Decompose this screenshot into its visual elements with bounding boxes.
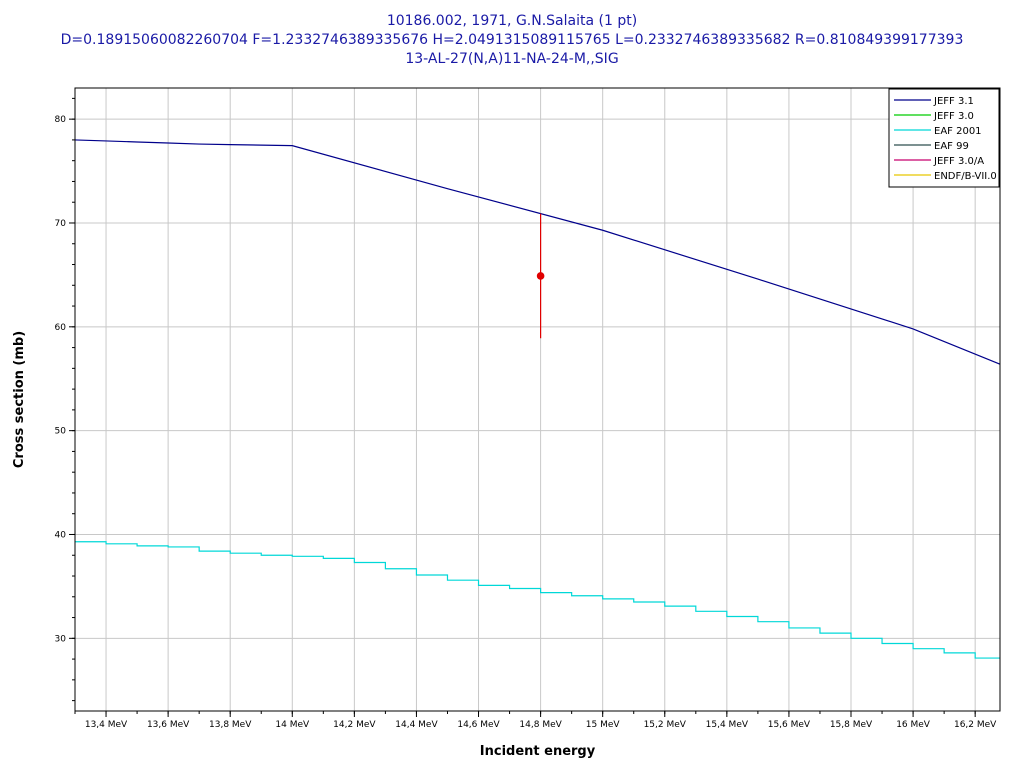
chart-title-line-1: 10186.002, 1971, G.N.Salaita (1 pt) [386, 13, 638, 29]
x-axis-title: Incident energy [480, 744, 596, 759]
y-tick-label: 80 [55, 115, 67, 125]
x-tick-label: 13,4 MeV [85, 720, 128, 730]
x-tick-label: 16,2 MeV [954, 720, 997, 730]
y-tick-label: 70 [55, 219, 67, 229]
series-layer [74, 139, 1001, 659]
x-tick-label: 16 MeV [896, 720, 931, 730]
chart-title: 10186.002, 1971, G.N.Salaita (1 pt) D=0.… [0, 12, 1024, 69]
y-tick-label: 30 [55, 634, 67, 644]
x-tick-label: 14,4 MeV [395, 720, 438, 730]
x-tick-label: 15 MeV [586, 720, 621, 730]
x-tick-label: 14,8 MeV [519, 720, 562, 730]
x-tick-label: 15,6 MeV [768, 720, 811, 730]
grid [75, 88, 1000, 711]
chart-title-line-2: D=0.18915060082260704 F=1.23327463893356… [60, 32, 964, 48]
x-tick-label: 15,8 MeV [830, 720, 873, 730]
x-tick-label: 14 MeV [275, 720, 310, 730]
legend-entry[interactable]: ENDF/B-VII.0 [934, 171, 997, 182]
legend-entry[interactable]: JEFF 3.0/A [933, 156, 984, 167]
legend-entry[interactable]: JEFF 3.1 [933, 96, 974, 107]
x-tick-label: 15,4 MeV [706, 720, 749, 730]
y-axis: 30 40 50 60 70 80 [55, 97, 75, 702]
legend-entry[interactable]: EAF 2001 [934, 126, 982, 137]
x-axis: 13,4 MeV 13,6 MeV 13,8 MeV 14 MeV 14,2 MeV 14… [74, 711, 997, 730]
y-tick-label: 50 [55, 427, 67, 437]
chart-title-line-3: 13-AL-27(N,A)11-NA-24-M,,SIG [405, 51, 619, 67]
x-tick-label: 15,2 MeV [644, 720, 687, 730]
data-point[interactable] [536, 272, 545, 280]
plot-frame [74, 87, 1001, 712]
x-tick-label: 13,6 MeV [147, 720, 190, 730]
x-tick-label: 13,8 MeV [209, 720, 252, 730]
series-line-2 [75, 541, 1000, 659]
legend-entry[interactable]: JEFF 3.0 [933, 111, 974, 122]
legend-entry[interactable]: EAF 99 [934, 141, 969, 152]
x-tick-label: 14,6 MeV [457, 720, 500, 730]
y-axis-title: Cross section (mb) [12, 331, 27, 468]
x-tick-label: 14,2 MeV [333, 720, 376, 730]
legend-box [888, 88, 1000, 188]
y-tick-label: 60 [55, 323, 67, 333]
legend[interactable]: JEFF 3.1 JEFF 3.0 EAF 2001 EAF 99 JEFF 3.0/A… [888, 88, 1000, 188]
experimental-points [536, 213, 545, 339]
series-line-0 [74, 139, 1001, 365]
y-tick-label: 40 [55, 530, 67, 540]
